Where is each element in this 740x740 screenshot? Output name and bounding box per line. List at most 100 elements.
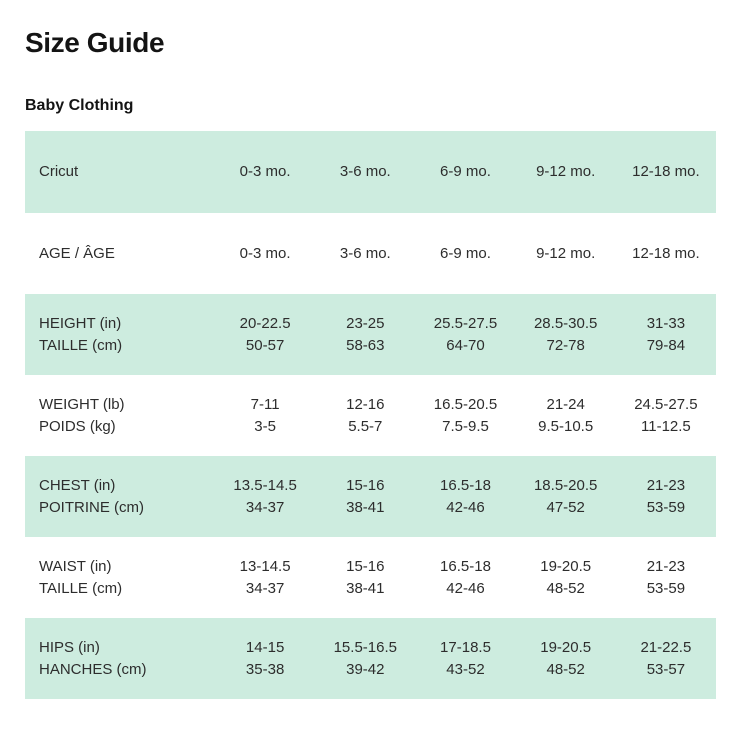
size-cell: 0-3 mo. [215,213,315,294]
cell-text: 15-16 [346,557,385,575]
cell-text: 3-6 mo. [339,163,391,180]
row-label-text: TAILLE (cm) [39,579,123,597]
size-cell: 6-9 mo. [415,213,515,294]
cell-text: 48-52 [546,579,585,597]
cell-text: 6-9 mo. [440,163,491,180]
table-row-height: HEIGHT (in) TAILLE (cm) 20-22.5 50-57 23… [25,294,716,375]
section-subtitle: Baby Clothing [25,97,134,114]
row-label-text: HIPS (in) [39,638,100,656]
cell-text: 14-15 [245,638,285,656]
size-cell: 16.5-18 42-46 [415,456,515,537]
cell-text: 53-59 [646,579,686,597]
row-label-text: HEIGHT (in) [39,314,122,332]
size-cell: 19-20.5 48-52 [516,618,616,699]
row-label-text: Cricut [39,163,79,180]
cell-text: 21-22.5 [640,638,692,656]
size-cell: 12-18 mo. [616,213,716,294]
table-row-hips: HIPS (in) HANCHES (cm) 14-15 35-38 15.5-… [25,618,716,699]
cell-text: 28.5-30.5 [533,314,598,332]
cell-text: 16.5-18 [440,557,491,575]
cell-text: 9-12 mo. [536,244,596,262]
cell-text: 38-41 [346,498,385,516]
cell-text: 12-18 mo. [632,244,700,262]
size-cell: 18.5-20.5 47-52 [516,456,616,537]
cell-text: 53-59 [646,498,686,516]
cell-text: 23-25 [346,314,385,332]
cell-text: 15-16 [346,476,385,494]
size-cell: 3-6 mo. [315,213,415,294]
cell-text: 12-18 mo. [632,163,700,180]
cell-text: 25.5-27.5 [433,314,498,332]
row-label: WEIGHT (lb) POIDS (kg) [25,375,215,456]
cell-text: 47-52 [546,498,585,516]
cell-text: 43-52 [446,660,485,678]
size-cell: 31-33 79-84 [616,294,716,375]
cell-text: 7.5-9.5 [442,417,489,435]
cell-text: 35-38 [245,660,285,678]
row-label-text: AGE / ÂGE [39,244,115,262]
cell-text: 19-20.5 [540,638,592,656]
cell-text: 11-12.5 [641,417,691,435]
cell-text: 50-57 [245,336,285,354]
cell-text: 7-11 [250,395,280,413]
size-cell: 15.5-16.5 39-42 [315,618,415,699]
cell-text: 3-5 [254,417,276,435]
table-row-weight: WEIGHT (lb) POIDS (kg) 7-11 3-5 12-16 5.… [25,375,716,456]
size-cell: 24.5-27.5 11-12.5 [616,375,716,456]
size-cell: 15-16 38-41 [315,456,415,537]
cell-text: 12-16 [346,395,385,413]
size-cell: 23-25 58-63 [315,294,415,375]
size-cell: 7-11 3-5 [215,375,315,456]
size-cell: 16.5-18 42-46 [415,537,515,618]
cell-text: 38-41 [346,579,385,597]
header-col-label: 6-9 mo. [415,131,515,213]
row-label: CHEST (in) POITRINE (cm) [25,456,215,537]
cell-text: 39-42 [346,660,385,678]
cell-text: 9-12 mo. [536,163,596,180]
size-cell: 21-23 53-59 [616,456,716,537]
size-cell: 21-22.5 53-57 [616,618,716,699]
size-cell: 9-12 mo. [516,213,616,294]
table-row-chest: CHEST (in) POITRINE (cm) 13.5-14.5 34-37… [25,456,716,537]
cell-text: 13-14.5 [239,557,291,575]
header-brand-label: Cricut [25,131,215,213]
size-cell: 15-16 38-41 [315,537,415,618]
page-title: Size Guide [25,27,165,58]
header-col-label: 9-12 mo. [516,131,616,213]
header-col-label: 3-6 mo. [315,131,415,213]
cell-text: 0-3 mo. [239,244,291,262]
size-cell: 21-23 53-59 [616,537,716,618]
size-cell: 12-16 5.5-7 [315,375,415,456]
size-cell: 14-15 35-38 [215,618,315,699]
row-label-text: TAILLE (cm) [39,336,123,354]
row-label-text: POIDS (kg) [39,417,116,435]
cell-text: 79-84 [646,336,686,354]
cell-text: 34-37 [245,498,285,516]
size-table: Cricut 0-3 mo. 3-6 mo. 6-9 mo. 9-12 mo. … [25,131,716,699]
row-label: HIPS (in) HANCHES (cm) [25,618,215,699]
cell-text: 48-52 [546,660,585,678]
cell-text: 20-22.5 [239,314,291,332]
row-label-text: POITRINE (cm) [39,498,144,516]
size-cell: 20-22.5 50-57 [215,294,315,375]
table-row-waist: WAIST (in) TAILLE (cm) 13-14.5 34-37 15-… [25,537,716,618]
row-label-text: HANCHES (cm) [39,660,147,678]
cell-text: 53-57 [646,660,686,678]
cell-text: 5.5-7 [348,417,383,435]
cell-text: 3-6 mo. [339,244,391,262]
cell-text: 17-18.5 [440,638,491,656]
cell-text: 0-3 mo. [239,163,291,180]
size-cell: 16.5-20.5 7.5-9.5 [415,375,515,456]
cell-text: 72-78 [546,336,585,354]
cell-text: 21-23 [646,557,686,575]
cell-text: 19-20.5 [540,557,592,575]
cell-text: 16.5-20.5 [433,395,498,413]
size-cell: 21-24 9.5-10.5 [516,375,616,456]
size-cell: 25.5-27.5 64-70 [415,294,515,375]
cell-text: 9.5-10.5 [538,417,594,435]
cell-text: 15.5-16.5 [333,638,397,656]
cell-text: 16.5-18 [440,476,491,494]
size-cell: 28.5-30.5 72-78 [516,294,616,375]
cell-text: 21-23 [646,476,686,494]
